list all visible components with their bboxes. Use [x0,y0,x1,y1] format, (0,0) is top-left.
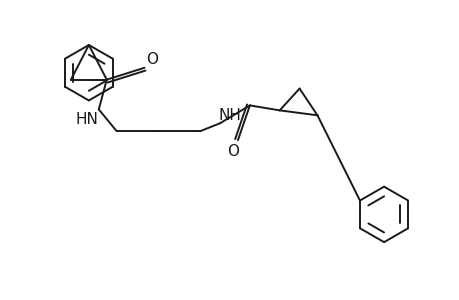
Text: HN: HN [75,112,98,127]
Text: O: O [226,145,239,160]
Text: NH: NH [218,108,241,123]
Text: O: O [146,52,158,67]
